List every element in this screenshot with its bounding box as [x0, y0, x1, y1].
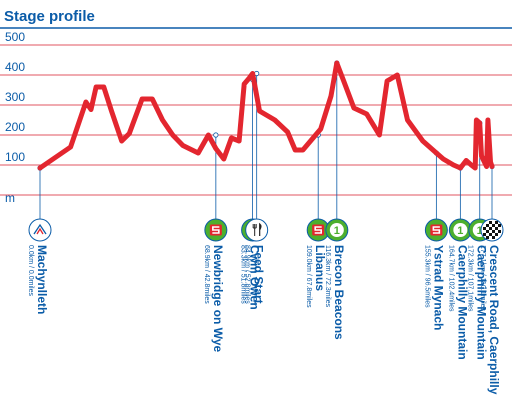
sprint-icon	[424, 218, 448, 242]
location-distance: 83.3km / 51.8miles	[240, 245, 247, 304]
location-name: Crescent Road, Caerphilly	[487, 245, 501, 395]
y-axis-unit: m	[5, 191, 15, 205]
y-tick-label-200: 200	[5, 120, 25, 134]
sprint-icon	[204, 218, 228, 242]
cutlery-icon	[245, 218, 269, 242]
location-distance: 172.3km / 107.1miles	[467, 245, 474, 312]
svg-text:1: 1	[457, 225, 463, 237]
profile-point-1	[213, 132, 219, 138]
location-name: Feed Start	[252, 245, 266, 304]
sprint-icon	[306, 218, 330, 242]
y-tick-label-400: 400	[5, 60, 25, 74]
location-name: Caerphilly Mountain	[455, 245, 469, 360]
chart-title: Stage profile	[4, 8, 95, 25]
location-name: Machynlleth	[35, 245, 49, 314]
location-distance: 116.3km / 72.3miles	[324, 245, 331, 308]
location-name: Brecon Beacons	[332, 245, 346, 340]
elevation-profile-line	[37, 60, 495, 171]
location-name: Caerphilly Mountain	[475, 245, 489, 360]
y-tick-labels: 100 200 300 400 500	[5, 30, 25, 164]
location-name: Newbridge on Wye	[211, 245, 225, 352]
location-distance: 68.9km / 42.8miles	[203, 245, 210, 304]
svg-text:1: 1	[477, 225, 483, 237]
climb-icon: 1	[325, 218, 349, 242]
location-distance: 164.7km / 102.4miles	[447, 245, 454, 312]
location-name: Cwm Owen	[248, 245, 262, 310]
y-tick-label-300: 300	[5, 90, 25, 104]
location-name: Ystrad Mynach	[431, 245, 445, 330]
location-distance: 155.3km / 96.5miles	[423, 245, 430, 308]
y-tick-label-500: 500	[5, 30, 25, 44]
location-distance: 84.9km / 52.8miles	[244, 245, 251, 304]
location-name: Libanus	[313, 245, 327, 291]
location-distance: 109.0km / 67.8miles	[305, 245, 312, 308]
location-distance: 0.0km / 0.0miles	[27, 245, 34, 296]
svg-text:1: 1	[334, 225, 340, 237]
y-tick-label-100: 100	[5, 150, 25, 164]
location-distance: 177.1km / 110.1miles	[479, 245, 486, 312]
finish-flag-icon	[480, 218, 504, 242]
start-flag-icon	[28, 218, 52, 242]
climb-icon: 1	[448, 218, 472, 242]
